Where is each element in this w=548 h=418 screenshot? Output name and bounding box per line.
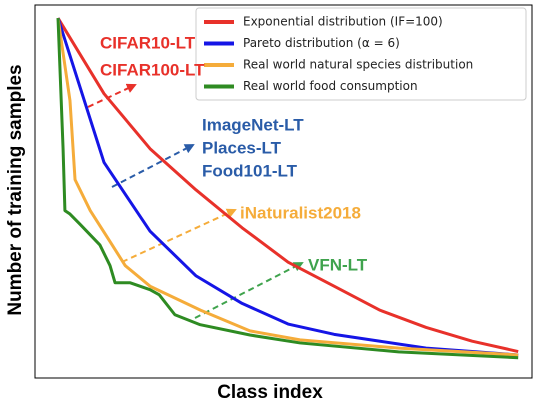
annotation: iNaturalist2018	[240, 203, 361, 222]
plot-frame	[34, 4, 533, 379]
arrow	[121, 208, 237, 263]
annotation: Food101-LT	[202, 161, 298, 180]
y-axis-label: Number of training samples	[5, 64, 26, 315]
legend-box	[195, 7, 527, 101]
legend-label: Pareto distribution (α = 6)	[243, 36, 400, 50]
legend-label: Real world food consumption	[243, 79, 418, 93]
annotation: CIFAR100-LT	[100, 60, 205, 79]
arrow	[87, 83, 137, 108]
annotation: ImageNet-LT	[202, 115, 304, 134]
annotation: VFN-LT	[308, 255, 368, 274]
annotation: CIFAR10-LT	[100, 33, 196, 52]
arrow	[194, 262, 304, 319]
legend-label: Real world natural species distribution	[243, 58, 473, 72]
arrows	[87, 83, 304, 319]
legend-label: Exponential distribution (IF=100)	[243, 15, 443, 29]
line-series	[56, 18, 519, 360]
line-series	[56, 17, 519, 357]
annotation: Places-LT	[202, 138, 282, 157]
x-axis-label: Class index	[217, 382, 323, 403]
arrow	[111, 144, 195, 188]
line-series	[56, 17, 519, 353]
